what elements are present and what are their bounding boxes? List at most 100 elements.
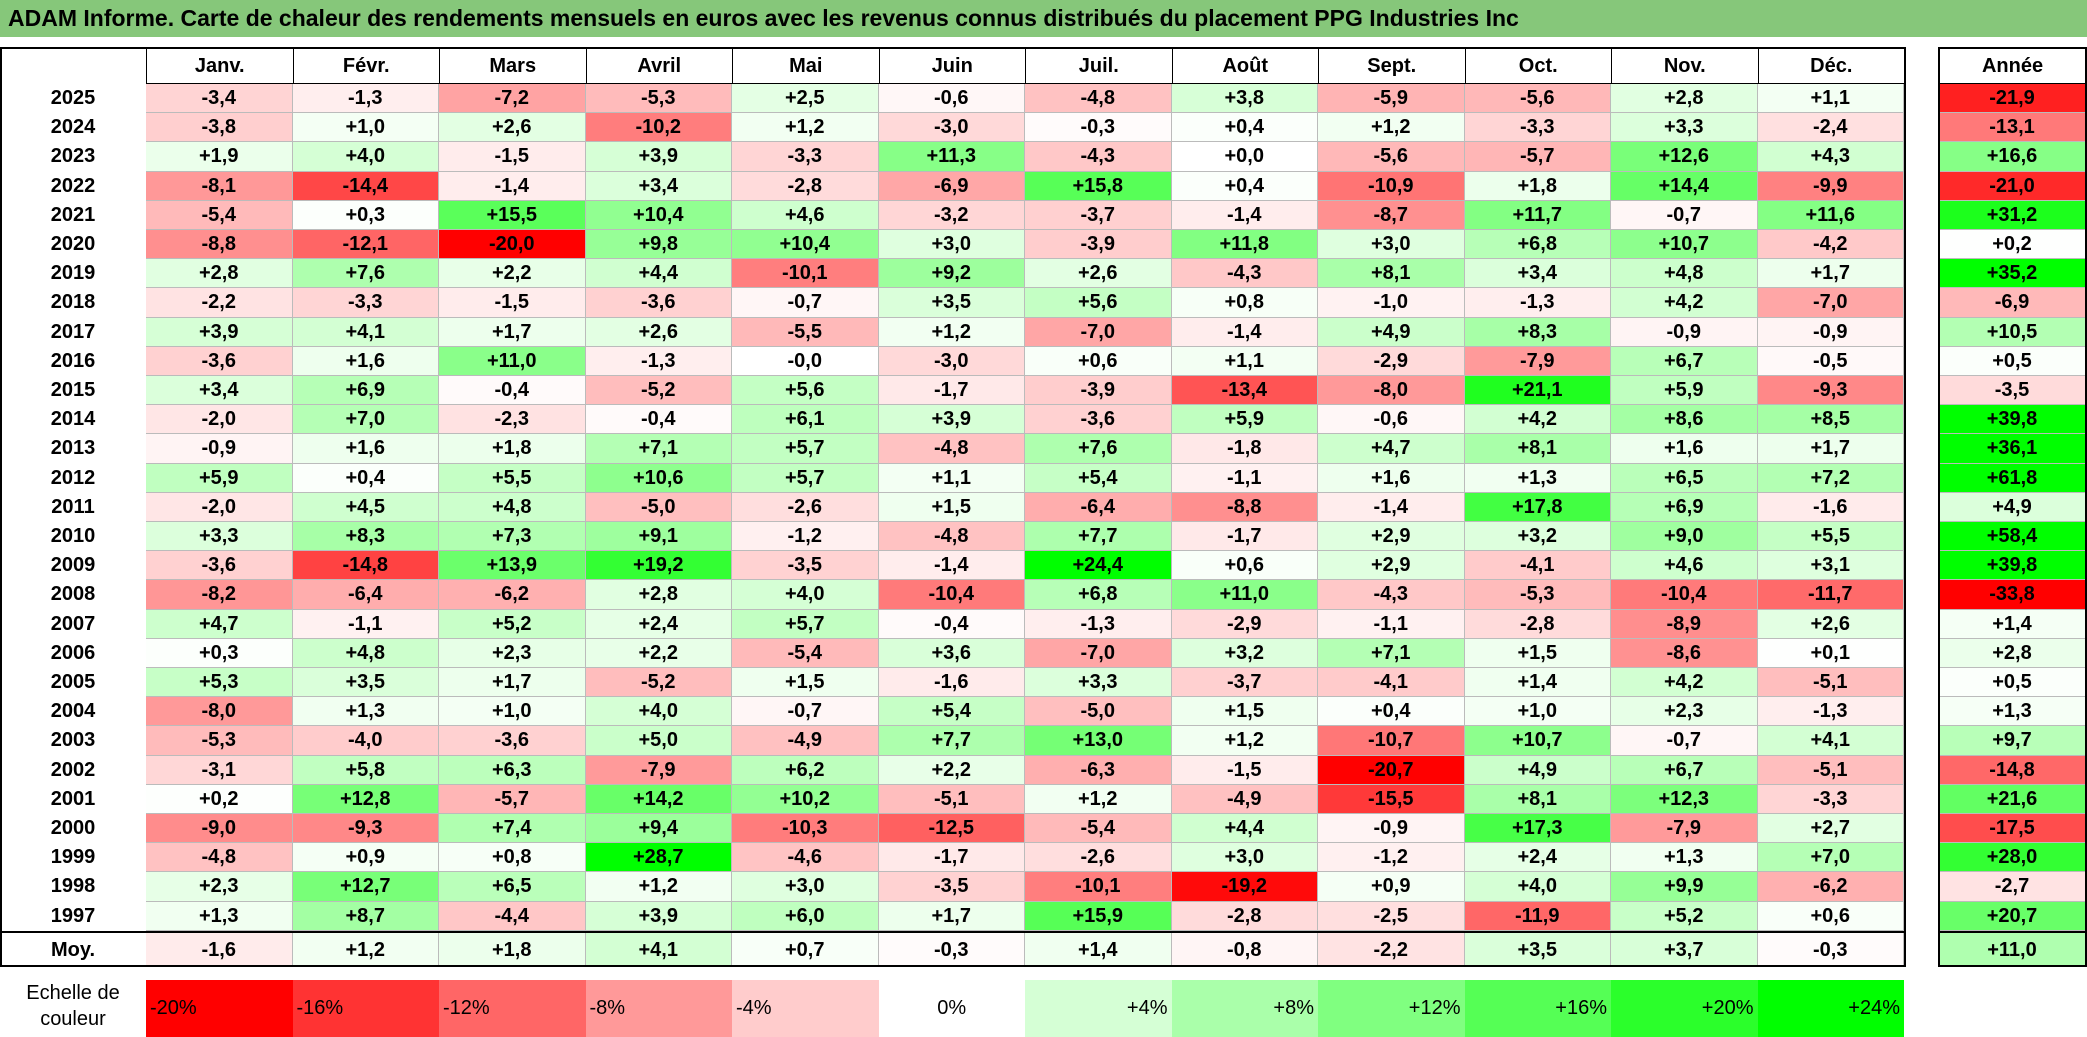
average-cell: -0,3 — [1757, 933, 1904, 967]
heatmap-cell: -1,4 — [1171, 200, 1318, 230]
heatmap-cell: -5,0 — [585, 492, 732, 522]
heatmap-cell: -10,9 — [1318, 171, 1465, 201]
heatmap-cell: +4,1 — [292, 317, 439, 347]
heatmap-cell: +5,6 — [732, 376, 879, 406]
heatmap-cell: +5,5 — [439, 463, 586, 493]
heatmap-cell: -3,6 — [439, 726, 586, 756]
heatmap-cell: +4,3 — [1757, 142, 1904, 172]
heatmap-cell: -5,4 — [1025, 814, 1172, 844]
heatmap-cell: -8,0 — [146, 697, 293, 727]
heatmap-cell: -4,0 — [292, 726, 439, 756]
heatmap-cell: -10,4 — [1611, 580, 1758, 610]
column-header-4: Mai — [732, 47, 880, 84]
heatmap-cell: +8,3 — [1464, 317, 1611, 347]
heatmap-cell: -3,6 — [585, 288, 732, 318]
heatmap-cell: -5,1 — [1757, 668, 1904, 698]
heatmap-cell: +5,7 — [732, 609, 879, 639]
heatmap-cell: -8,6 — [1611, 638, 1758, 668]
heatmap-cell: -9,9 — [1757, 171, 1904, 201]
heatmap-cell: +4,2 — [1611, 288, 1758, 318]
heatmap-cell: -4,8 — [146, 843, 293, 873]
heatmap-cell: -6,2 — [1757, 872, 1904, 902]
heatmap-cell: -0,7 — [732, 697, 879, 727]
heatmap-cell: -0,0 — [732, 346, 879, 376]
row-year-label: 2005 — [50, 671, 96, 693]
heatmap-cell: -3,0 — [878, 113, 1025, 143]
heatmap-cell: +24,4 — [1025, 551, 1172, 581]
heatmap-cell: -5,4 — [146, 200, 293, 230]
heatmap-cell: +0,9 — [292, 843, 439, 873]
heatmap-cell: -5,2 — [585, 376, 732, 406]
heatmap-cell: -2,8 — [732, 171, 879, 201]
heatmap-cell: +8,7 — [292, 901, 439, 931]
heatmap-cell: -4,9 — [1171, 784, 1318, 814]
heatmap-cell: -0,4 — [439, 376, 586, 406]
heatmap-cell: +3,2 — [1464, 522, 1611, 552]
heatmap-cell: -20,0 — [439, 230, 586, 260]
heatmap-cell: +10,4 — [732, 230, 879, 260]
heatmap-cell: +3,0 — [732, 872, 879, 902]
heatmap-cell: +0,0 — [1171, 142, 1318, 172]
row-year-label: 2019 — [50, 262, 96, 285]
heatmap-cell: +7,0 — [1757, 843, 1904, 873]
heatmap-cell: +1,3 — [1611, 843, 1758, 873]
heatmap-cell: +4,9 — [1318, 317, 1465, 347]
heatmap-cell: -3,3 — [1757, 784, 1904, 814]
row-year-label: 2001 — [50, 787, 96, 810]
annual-cell: +1,3 — [1938, 697, 2087, 727]
heatmap-cell: -0,5 — [1757, 346, 1904, 376]
heatmap-cell: +1,2 — [1171, 726, 1318, 756]
heatmap-cell: +13,0 — [1025, 726, 1172, 756]
heatmap-cell: -8,7 — [1318, 200, 1465, 230]
heatmap-cell: +8,1 — [1318, 259, 1465, 289]
heatmap-cell: -2,8 — [1464, 609, 1611, 639]
heatmap-cell: +3,5 — [292, 668, 439, 698]
color-scale-label: Echelle de couleur — [26, 982, 120, 1030]
heatmap-cell: +4,6 — [732, 200, 879, 230]
heatmap-cell: -1,3 — [1464, 288, 1611, 318]
heatmap-cell: -3,8 — [146, 113, 293, 143]
heatmap-cell: +6,8 — [1464, 230, 1611, 260]
row-year-label: 2003 — [50, 729, 96, 752]
heatmap-cell: -3,2 — [878, 200, 1025, 230]
heatmap-cell: +11,7 — [1464, 200, 1611, 230]
heatmap-cell: -0,7 — [732, 288, 879, 318]
heatmap-cell: +4,2 — [1611, 668, 1758, 698]
heatmap-cell: -7,2 — [439, 84, 586, 114]
average-cell: +1,8 — [439, 933, 586, 967]
heatmap-cell: -3,3 — [292, 288, 439, 318]
annual-cell: -2,7 — [1938, 872, 2087, 902]
heatmap-cell: +1,6 — [292, 434, 439, 464]
heatmap-cell: -1,4 — [439, 171, 586, 201]
heatmap-cell: +3,6 — [878, 638, 1025, 668]
heatmap-cell: +9,0 — [1611, 522, 1758, 552]
heatmap-cell: -8,2 — [146, 580, 293, 610]
heatmap-cell: -5,7 — [439, 784, 586, 814]
heatmap-cell: -8,8 — [146, 230, 293, 260]
heatmap-cell: +4,6 — [1611, 551, 1758, 581]
heatmap-cell: +21,1 — [1464, 376, 1611, 406]
heatmap-cell: -11,7 — [1757, 580, 1904, 610]
heatmap-cell: -12,1 — [292, 230, 439, 260]
heatmap-cell: +6,5 — [439, 872, 586, 902]
annual-average-separator — [1938, 931, 2087, 933]
column-header-6: Juil. — [1025, 47, 1173, 84]
heatmap-cell: -3,9 — [1025, 230, 1172, 260]
color-scale-step: +16% — [1464, 980, 1611, 1037]
heatmap-cell: -1,5 — [439, 142, 586, 172]
heatmap-cell: -7,9 — [1464, 346, 1611, 376]
heatmap-cell: -7,9 — [1611, 814, 1758, 844]
heatmap-cell: -1,4 — [1318, 492, 1465, 522]
heatmap-cell: -1,1 — [1318, 609, 1465, 639]
heatmap-cell: +1,4 — [1464, 668, 1611, 698]
color-scale-step: -20% — [146, 980, 293, 1037]
heatmap-cell: +3,0 — [1318, 230, 1465, 260]
annual-cell: -13,1 — [1938, 113, 2087, 143]
heatmap-cell: +7,0 — [292, 405, 439, 435]
heatmap-cell: -4,9 — [732, 726, 879, 756]
heatmap-cell: -1,4 — [1171, 317, 1318, 347]
heatmap-cell: -2,0 — [146, 492, 293, 522]
heatmap-cell: -3,3 — [1464, 113, 1611, 143]
annual-cell: +36,1 — [1938, 434, 2087, 464]
heatmap-cell: +1,3 — [1464, 463, 1611, 493]
